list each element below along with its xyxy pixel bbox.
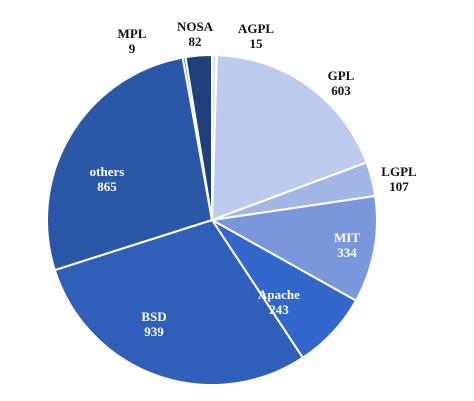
pie-label-gpl: GPL 603 xyxy=(328,68,355,98)
pie-slice-gpl xyxy=(211,54,368,221)
pie-label-value-gpl: 603 xyxy=(331,83,351,98)
pie-label-name-lgpl: LGPL xyxy=(381,164,417,179)
pie-slice-bsd xyxy=(53,219,304,386)
pie-label-lgpl: LGPL 107 xyxy=(381,164,417,194)
pie-label-name-bsd: BSD xyxy=(141,309,166,324)
pie-label-mit: MIT 334 xyxy=(334,230,360,260)
pie-label-nosa: NOSA 82 xyxy=(177,19,214,49)
pie-label-agpl: AGPL 15 xyxy=(238,21,274,51)
pie-label-name-gpl: GPL xyxy=(328,68,355,83)
pie-label-value-mpl: 9 xyxy=(129,41,136,56)
pie-label-others: others 865 xyxy=(90,164,125,194)
pie-label-value-apache: 243 xyxy=(269,302,289,317)
pie-slice-mit xyxy=(211,195,378,302)
pie-label-value-lgpl: 107 xyxy=(389,179,409,194)
pie-label-apache: Apache 243 xyxy=(258,287,300,317)
pie-label-name-nosa: NOSA xyxy=(177,19,214,34)
pie-label-bsd: BSD 939 xyxy=(141,309,166,339)
pie-slice-nosa xyxy=(184,54,213,221)
pie-label-value-bsd: 939 xyxy=(144,324,164,339)
pie-label-value-mit: 334 xyxy=(337,245,357,260)
pie-label-name-agpl: AGPL xyxy=(238,21,274,36)
pie-slices xyxy=(46,53,378,386)
pie-label-name-mpl: MPL xyxy=(118,26,147,41)
pie-label-value-agpl: 15 xyxy=(250,36,264,51)
pie-label-name-apache: Apache xyxy=(258,287,300,302)
pie-label-name-mit: MIT xyxy=(334,230,360,245)
pie-label-mpl: MPL 9 xyxy=(118,26,147,56)
pie-label-value-others: 865 xyxy=(97,179,117,194)
pie-label-name-others: others xyxy=(90,164,125,179)
pie-labels: AGPL 15 GPL 603 LGPL 107 MIT 334 Apache 243 BSD 939… xyxy=(90,19,417,339)
pie-slice-others xyxy=(46,56,213,272)
pie-label-value-nosa: 82 xyxy=(189,34,202,49)
